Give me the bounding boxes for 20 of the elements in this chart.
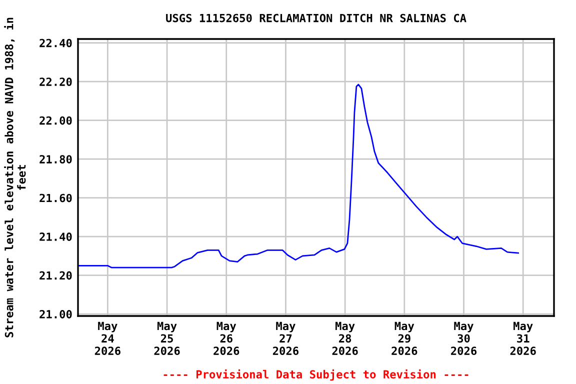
x-tick-label: May 29 2026	[392, 322, 418, 356]
x-tick-label: May 28 2026	[332, 322, 358, 356]
text: ---- Provisional Data Subject to Revision ----	[164, 369, 468, 381]
y-tick-label: 21.00	[40, 310, 72, 318]
x-tick-label: May 26 2026	[214, 322, 240, 356]
x-tick-label: May 31 2026	[510, 322, 536, 356]
x-tick-label: May 24 2026	[94, 322, 120, 356]
y-tick-label: 21.20	[40, 271, 72, 280]
x-tick-label: May 25 2026	[154, 322, 180, 356]
x-tick-label: May 30 2026	[450, 322, 477, 356]
y-tick-label: 22.00	[40, 116, 72, 125]
y-tick-label: 22.40	[40, 38, 72, 48]
line-series	[78, 84, 519, 268]
y-tick-label: 21.60	[40, 194, 72, 202]
y-tick-label: 21.40	[40, 232, 72, 241]
x-tick-label: May 27 2026	[272, 322, 298, 356]
y-tick-label: 21.80	[40, 155, 72, 164]
chart-title: USGS 11152650 RECLAMATION DITCH NR SALINAS CA	[166, 14, 466, 22]
y-axis-title: Stream water level elevation above NAVD 1988, in feet	[4, 18, 26, 338]
y-tick-label: 22.20	[40, 78, 72, 86]
